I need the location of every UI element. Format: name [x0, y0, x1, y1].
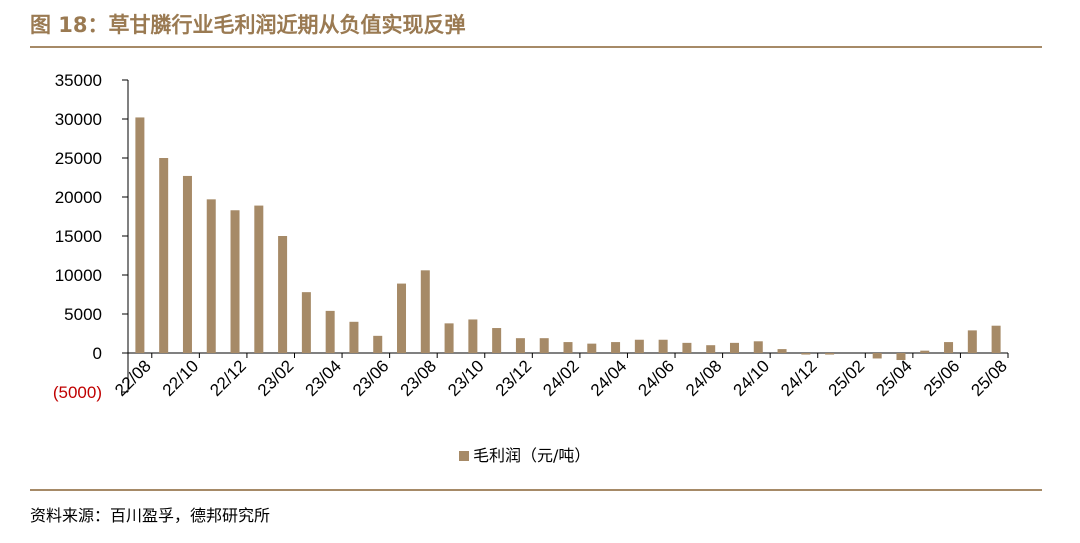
y-tick-label: 5000	[64, 305, 102, 324]
y-tick-label: 35000	[55, 71, 102, 90]
bar	[706, 345, 716, 353]
x-tick-label: 22/12	[206, 356, 250, 400]
bar	[539, 338, 549, 353]
bar	[563, 342, 573, 353]
x-tick-label: 22/10	[159, 356, 203, 400]
bar	[492, 328, 502, 353]
bar	[611, 342, 621, 353]
bar	[753, 341, 763, 353]
x-tick-label: 24/06	[634, 356, 678, 400]
bar	[777, 349, 787, 353]
y-tick-label: 25000	[55, 149, 102, 168]
title-divider	[30, 46, 1042, 48]
source-note: 资料来源：百川盈孚，德邦研究所	[30, 506, 271, 525]
bar	[254, 205, 264, 353]
legend-swatch	[459, 451, 469, 461]
bar	[872, 353, 882, 359]
bar	[373, 335, 383, 353]
y-tick-label: 30000	[55, 110, 102, 129]
bar	[135, 117, 145, 353]
y-tick-label: 15000	[55, 227, 102, 246]
x-tick-label: 24/10	[730, 356, 774, 400]
bar	[230, 210, 240, 353]
bar	[301, 292, 311, 353]
bar	[896, 353, 906, 361]
bar	[587, 343, 597, 353]
bar	[420, 270, 430, 353]
bar	[325, 310, 335, 353]
x-tick-label: 25/02	[825, 356, 869, 400]
bar	[468, 319, 478, 353]
footer-divider	[30, 489, 1042, 491]
bar	[634, 339, 644, 353]
y-tick-label: 20000	[55, 188, 102, 207]
y-tick-label: (5000)	[53, 383, 102, 402]
legend-label: 毛利润（元/吨）	[473, 446, 590, 465]
bar	[944, 342, 954, 353]
y-tick-label: 10000	[55, 266, 102, 285]
x-tick-label: 25/04	[872, 356, 916, 400]
bar	[444, 323, 454, 353]
bar	[515, 338, 525, 353]
x-tick-label: 23/08	[397, 356, 441, 400]
bar	[658, 339, 668, 353]
bar	[206, 199, 216, 353]
bar	[182, 175, 192, 353]
bar	[801, 353, 811, 355]
x-tick-label: 24/12	[777, 356, 821, 400]
x-tick-label: 25/08	[967, 356, 1011, 400]
x-tick-label: 24/02	[539, 356, 583, 400]
figure-title: 图 18：草甘膦行业毛利润近期从负值实现反弹	[30, 13, 466, 37]
bar	[278, 236, 288, 353]
bar	[825, 353, 835, 355]
x-tick-label: 24/08	[682, 356, 726, 400]
y-tick-label: 0	[93, 344, 102, 363]
x-tick-label: 23/04	[301, 356, 345, 400]
bar	[729, 342, 739, 353]
bar	[159, 158, 169, 353]
x-tick-label: 22/08	[111, 356, 155, 400]
bar	[349, 321, 359, 353]
bar	[920, 350, 930, 353]
x-tick-label: 25/06	[920, 356, 964, 400]
x-tick-label: 23/02	[254, 356, 298, 400]
x-tick-label: 24/04	[587, 356, 631, 400]
bar	[397, 283, 407, 353]
x-tick-label: 23/06	[349, 356, 393, 400]
bar	[991, 325, 1001, 353]
x-tick-label: 23/12	[492, 356, 536, 400]
x-tick-label: 23/10	[444, 356, 488, 400]
gross-profit-bar-chart: (5000) 0 5000 10000 15000 20000 25000 30000 3500…	[53, 71, 1011, 465]
bar	[967, 330, 977, 353]
bar	[682, 342, 692, 353]
